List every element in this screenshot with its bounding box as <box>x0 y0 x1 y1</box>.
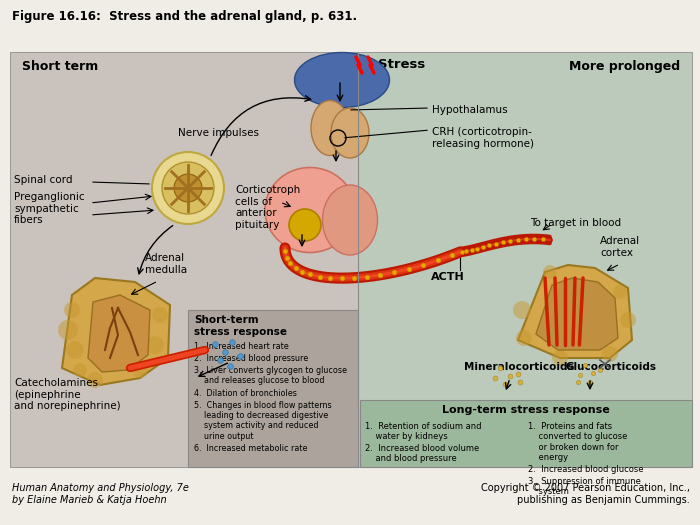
Circle shape <box>58 320 78 340</box>
Text: More prolonged: More prolonged <box>569 60 680 73</box>
Text: 2.  Increased blood volume
    and blood pressure: 2. Increased blood volume and blood pres… <box>365 444 480 464</box>
Text: Catecholamines
(epinephrine
and norepinephrine): Catecholamines (epinephrine and norepine… <box>14 378 120 411</box>
Circle shape <box>620 312 636 328</box>
Text: Adrenal
medulla: Adrenal medulla <box>145 254 187 275</box>
Text: Spinal cord: Spinal cord <box>14 175 73 185</box>
Text: 4.  Dilation of bronchioles: 4. Dilation of bronchioles <box>194 388 297 397</box>
Text: To target in blood: To target in blood <box>530 218 621 228</box>
Text: 5.  Changes in blood flow patterns
    leading to decreased digestive
    system: 5. Changes in blood flow patterns leadin… <box>194 401 332 440</box>
Bar <box>188 310 358 467</box>
Text: 1.  Increased heart rate: 1. Increased heart rate <box>194 342 288 351</box>
Bar <box>360 400 692 467</box>
Polygon shape <box>88 295 150 372</box>
Text: Long-term stress response: Long-term stress response <box>442 405 610 415</box>
Text: Corticotroph
cells of
anterior
pituitary: Corticotroph cells of anterior pituitary <box>235 185 300 230</box>
Text: 3.  Liver converts glycogen to glucose
    and releases glucose to blood: 3. Liver converts glycogen to glucose an… <box>194 366 347 385</box>
Text: Glucocorticoids: Glucocorticoids <box>565 362 656 372</box>
Circle shape <box>516 330 532 346</box>
Text: 3.  Suppression of immune
    system: 3. Suppression of immune system <box>528 477 641 496</box>
Text: Figure 16.16:  Stress and the adrenal gland, p. 631.: Figure 16.16: Stress and the adrenal gla… <box>12 10 357 23</box>
Circle shape <box>66 341 84 359</box>
Ellipse shape <box>295 52 389 108</box>
Circle shape <box>174 174 202 202</box>
Text: ACTH: ACTH <box>431 272 465 282</box>
Text: Short term: Short term <box>22 60 98 73</box>
Circle shape <box>73 363 87 377</box>
Text: Adrenal
cortex: Adrenal cortex <box>600 236 640 258</box>
Circle shape <box>613 285 627 299</box>
Circle shape <box>64 302 80 318</box>
Circle shape <box>289 209 321 241</box>
Ellipse shape <box>323 185 377 255</box>
Text: 6.  Increased metabolic rate: 6. Increased metabolic rate <box>194 444 307 453</box>
Text: 1.  Retention of sodium and
    water by kidneys: 1. Retention of sodium and water by kidn… <box>365 422 482 442</box>
Circle shape <box>543 265 557 279</box>
Circle shape <box>87 372 103 388</box>
Polygon shape <box>536 278 618 350</box>
Text: Mineralocorticoids: Mineralocorticoids <box>464 362 573 372</box>
Polygon shape <box>518 265 632 358</box>
Text: 2.  Increased blood pressure: 2. Increased blood pressure <box>194 354 308 363</box>
Circle shape <box>162 162 214 214</box>
Text: Copyright © 2007 Pearson Education, Inc.,
publishing as Benjamin Cummings.: Copyright © 2007 Pearson Education, Inc.… <box>481 483 690 505</box>
Text: Stress: Stress <box>378 58 426 71</box>
Polygon shape <box>62 278 170 385</box>
Ellipse shape <box>265 167 355 253</box>
Ellipse shape <box>331 108 369 158</box>
Text: Preganglionic
sympathetic
fibers: Preganglionic sympathetic fibers <box>14 192 85 225</box>
Circle shape <box>152 307 168 323</box>
Circle shape <box>152 152 224 224</box>
Bar <box>10 52 692 467</box>
Text: Short-term
stress response: Short-term stress response <box>194 315 287 337</box>
Text: 1.  Proteins and fats
    converted to glucose
    or broken down for
    energy: 1. Proteins and fats converted to glucos… <box>528 422 627 462</box>
Circle shape <box>132 362 148 378</box>
Bar <box>358 52 692 467</box>
Text: Nerve impulses: Nerve impulses <box>178 128 259 138</box>
Ellipse shape <box>311 100 349 155</box>
Text: Hypothalamus: Hypothalamus <box>432 105 508 115</box>
Text: Human Anatomy and Physiology, 7e
by Elaine Marieb & Katja Hoehn: Human Anatomy and Physiology, 7e by Elai… <box>12 483 189 505</box>
Circle shape <box>513 301 531 319</box>
Circle shape <box>602 346 618 362</box>
Circle shape <box>146 336 164 354</box>
Circle shape <box>552 350 568 366</box>
Text: CRH (corticotropin-
releasing hormone): CRH (corticotropin- releasing hormone) <box>432 127 534 149</box>
Text: 2.  Increased blood glucose: 2. Increased blood glucose <box>528 465 643 474</box>
